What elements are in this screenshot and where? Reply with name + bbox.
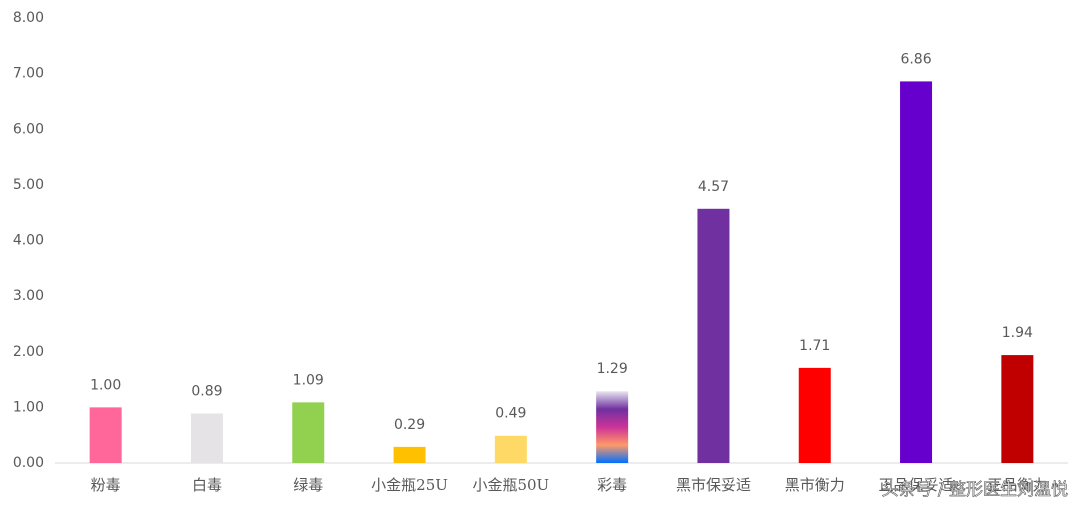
bar (596, 391, 629, 463)
value-label: 0.49 (495, 406, 526, 422)
y-tick-label: 7.00 (13, 66, 44, 82)
x-tick-label: 粉毒 (91, 476, 121, 494)
x-tick-label: 黑市保妥适 (676, 476, 751, 494)
value-label: 6.86 (900, 51, 931, 67)
bar (798, 367, 831, 463)
bar (292, 402, 325, 463)
bar (89, 407, 122, 463)
value-label: 1.71 (799, 338, 830, 354)
y-tick-label: 3.00 (13, 288, 44, 304)
x-tick-label: 白毒 (192, 476, 222, 494)
x-tick-label: 绿毒 (293, 476, 323, 494)
value-label: 4.57 (698, 179, 729, 195)
value-label: 1.29 (597, 361, 628, 377)
value-label: 0.29 (394, 417, 425, 433)
x-tick-label: 彩毒 (597, 476, 627, 494)
x-tick-label: 正品保妥适 (879, 476, 954, 494)
bar (1001, 355, 1034, 463)
y-tick-label: 2.00 (13, 344, 44, 360)
value-label: 1.09 (293, 372, 324, 388)
y-tick-label: 4.00 (13, 233, 44, 249)
y-tick-label: 6.00 (13, 121, 44, 137)
bar (393, 446, 426, 463)
x-tick-label: 正品衡力 (987, 476, 1047, 494)
y-tick-label: 5.00 (13, 177, 44, 193)
value-label: 1.00 (90, 377, 121, 393)
bar (900, 81, 933, 463)
x-tick-label: 小金瓶25U (371, 476, 448, 494)
x-tick-label: 小金瓶50U (472, 476, 549, 494)
watermark: 头条号 / 整形医生刘温悦 (881, 480, 1068, 500)
value-label: 1.94 (1002, 325, 1033, 341)
bar (190, 413, 223, 463)
bar (494, 435, 527, 463)
y-tick-label: 1.00 (13, 399, 44, 415)
bar (697, 208, 730, 463)
x-tick-label: 黑市衡力 (785, 476, 845, 494)
y-tick-label: 8.00 (13, 10, 44, 26)
y-tick-label: 0.00 (13, 455, 44, 471)
value-label: 0.89 (191, 383, 222, 399)
